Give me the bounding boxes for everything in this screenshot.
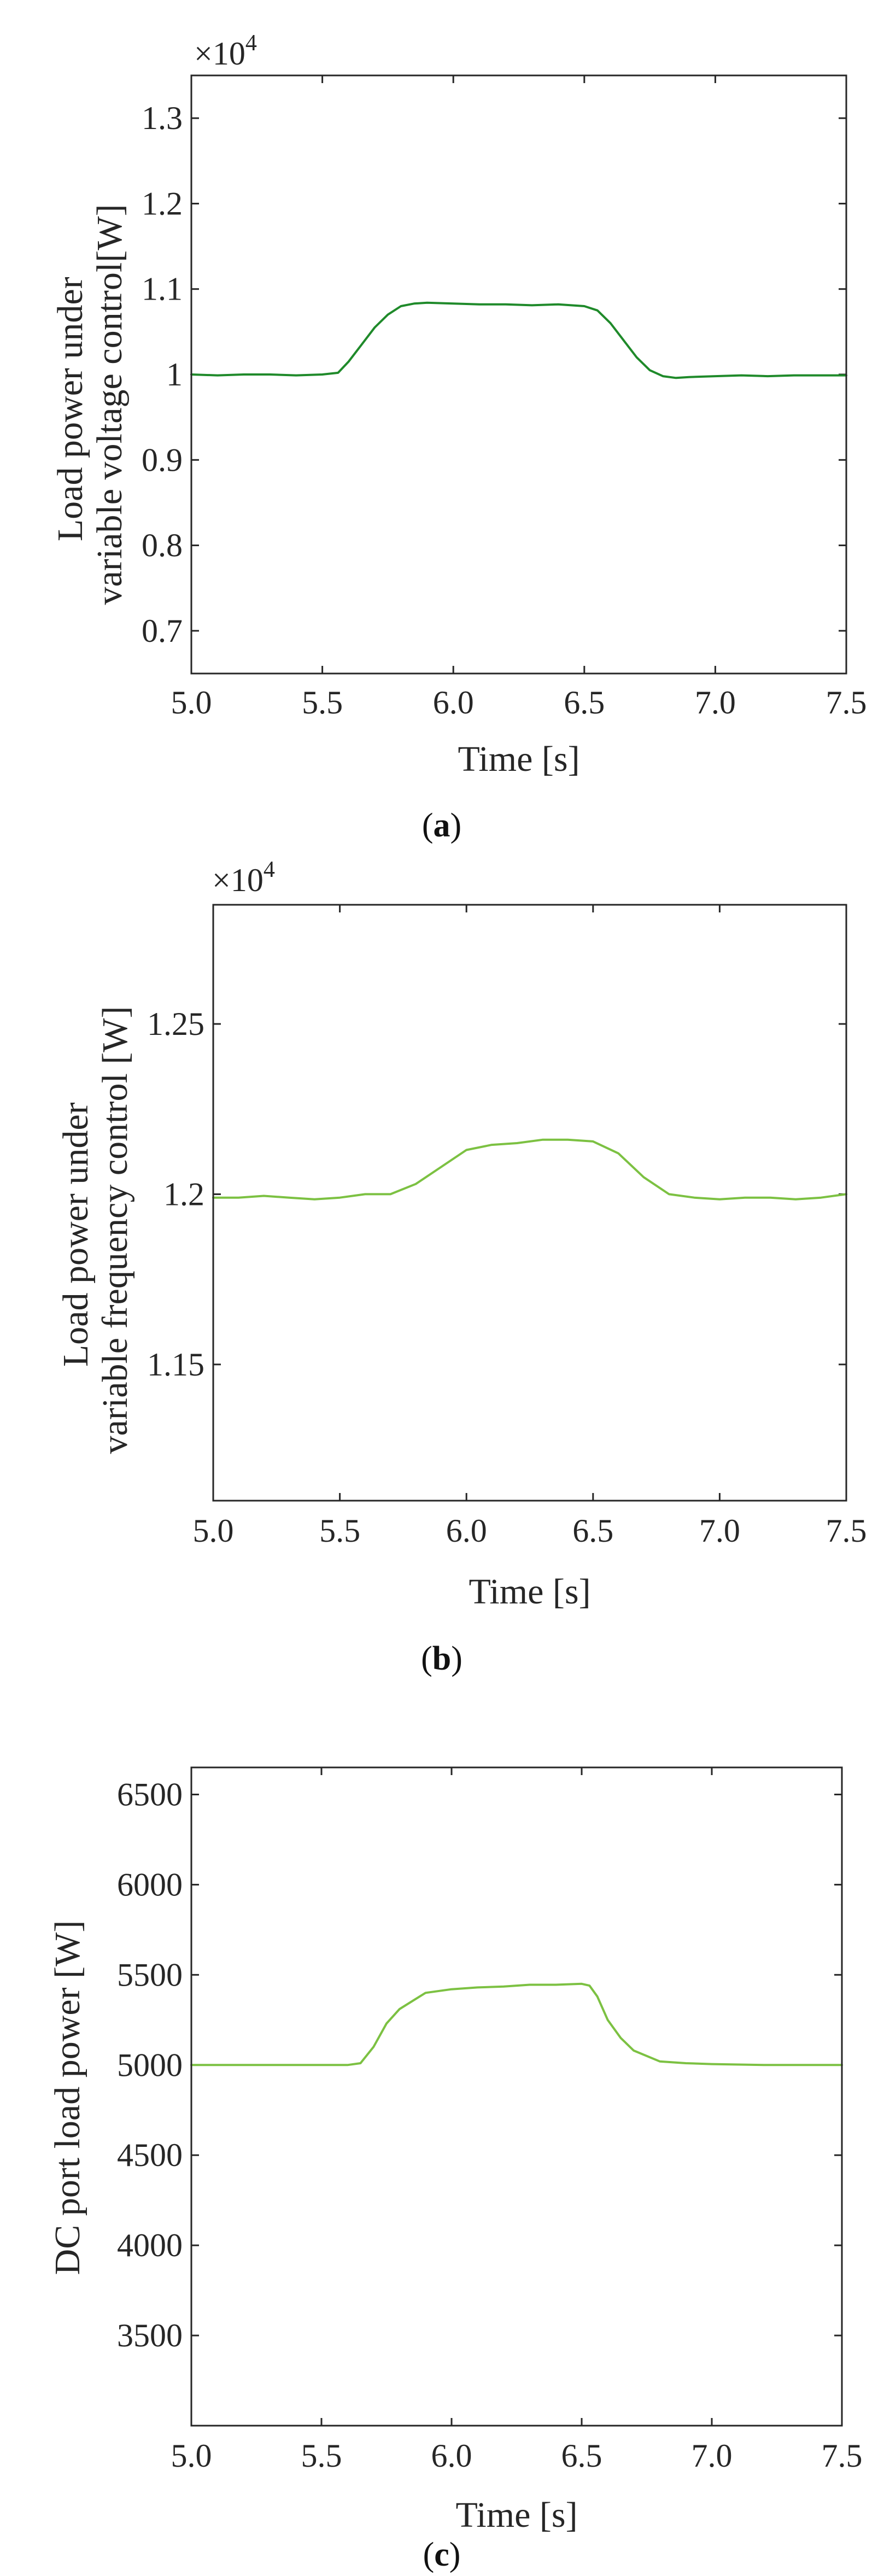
y-axis-label-line-2: variable frequency control [W] bbox=[95, 1006, 135, 1454]
panel-b: ×104 Load power under variable frequency… bbox=[56, 857, 867, 1677]
y-tick-label: 4000 bbox=[117, 2227, 183, 2263]
x-axis-label: Time [s] bbox=[469, 1572, 590, 1612]
panel-caption: (b) bbox=[421, 1640, 463, 1677]
svg-text:×104: ×104 bbox=[212, 857, 275, 898]
y-axis-label-line-1: Load power under bbox=[56, 1102, 96, 1367]
y-multiplier-exponent: 4 bbox=[264, 857, 275, 882]
y-tick-label: 0.7 bbox=[142, 613, 183, 649]
x-axis-label: Time [s] bbox=[455, 2495, 577, 2535]
plot-area-frame bbox=[212, 904, 847, 1502]
panel-a: ×104 Load power under variable voltage c… bbox=[50, 31, 867, 844]
y-tick-label: 5000 bbox=[117, 2047, 183, 2083]
y-tick-label: 4500 bbox=[117, 2137, 183, 2173]
x-tick-label: 5.0 bbox=[171, 2438, 212, 2474]
y-multiplier: ×104 bbox=[194, 31, 257, 72]
y-multiplier-text: ×10 bbox=[194, 36, 245, 72]
panel-caption: (a) bbox=[422, 807, 461, 844]
series-line bbox=[190, 301, 847, 379]
panel-caption-letter: c bbox=[434, 2536, 449, 2573]
y-multiplier-text: ×10 bbox=[212, 862, 264, 898]
x-tick-label: 6.5 bbox=[561, 2438, 602, 2474]
y-tick-label: 1.15 bbox=[147, 1346, 204, 1383]
y-tick-label: 5500 bbox=[117, 1957, 183, 1993]
plot-area-frame bbox=[190, 1766, 843, 2427]
y-tick-label: 6500 bbox=[117, 1776, 183, 1812]
x-tick-label: 5.0 bbox=[193, 1513, 234, 1549]
data-layer bbox=[212, 1138, 847, 1201]
x-tick-label: 7.5 bbox=[826, 684, 867, 721]
panel-c: DC port load power [W] 5.0 5.5 6.0 6.5 7.0 7.… bbox=[48, 1766, 863, 2573]
x-tick-label: 6.0 bbox=[433, 684, 474, 721]
y-tick-label: 6000 bbox=[117, 1866, 183, 1902]
x-tick-label: 5.5 bbox=[301, 2438, 342, 2474]
y-axis-label-line-1: Load power under bbox=[50, 277, 90, 541]
y-axis-label: Load power under variable frequency cont… bbox=[56, 1006, 135, 1454]
svg-text:×104: ×104 bbox=[194, 31, 257, 72]
y-multiplier: ×104 bbox=[212, 857, 275, 898]
tick-layer: 5.0 5.5 6.0 6.5 7.0 7.5 3500 4000 4500 5000 5500 60… bbox=[117, 1767, 863, 2474]
x-tick-label: 7.0 bbox=[695, 684, 736, 721]
x-tick-label: 6.5 bbox=[572, 1513, 613, 1549]
y-axis-label-line-1: DC port load power [W] bbox=[48, 1921, 87, 2275]
y-tick-label: 1.2 bbox=[142, 185, 183, 221]
x-axis-label: Time [s] bbox=[458, 739, 579, 779]
y-axis-label-line-2: variable voltage control[W] bbox=[90, 204, 130, 605]
y-tick-label: 1.3 bbox=[142, 100, 183, 136]
y-tick-label: 0.8 bbox=[142, 528, 183, 564]
panel-caption: (c) bbox=[423, 2536, 461, 2573]
x-tick-label: 7.5 bbox=[826, 1513, 867, 1549]
y-axis-label: DC port load power [W] bbox=[48, 1921, 87, 2275]
x-tick-label: 5.5 bbox=[319, 1513, 360, 1549]
series-line bbox=[212, 1138, 847, 1201]
data-layer bbox=[190, 301, 847, 379]
y-tick-label: 3500 bbox=[117, 2317, 183, 2353]
x-tick-label: 5.5 bbox=[302, 684, 343, 721]
plot-area-frame bbox=[190, 74, 847, 675]
x-tick-label: 6.5 bbox=[564, 684, 605, 721]
x-tick-label: 7.5 bbox=[822, 2438, 863, 2474]
x-tick-label: 5.0 bbox=[171, 684, 212, 721]
panel-caption-letter: a bbox=[434, 807, 450, 844]
y-tick-label: 1.25 bbox=[147, 1006, 204, 1042]
tick-layer: 5.0 5.5 6.0 6.5 7.0 7.5 1.15 1.2 1.25 bbox=[147, 905, 867, 1549]
data-layer bbox=[190, 1982, 843, 2066]
y-axis-label: Load power under variable voltage contro… bbox=[50, 204, 130, 605]
y-tick-label: 1 bbox=[166, 356, 183, 393]
y-tick-label: 1.1 bbox=[142, 271, 183, 307]
panel-caption-letter: b bbox=[432, 1640, 451, 1677]
x-tick-label: 6.0 bbox=[446, 1513, 487, 1549]
x-tick-label: 6.0 bbox=[431, 2438, 472, 2474]
series-line bbox=[190, 1982, 843, 2066]
y-tick-label: 0.9 bbox=[142, 442, 183, 478]
tick-layer: 5.0 5.5 6.0 6.5 7.0 7.5 0.7 0.8 0.9 1 1.1 1.2 1.3 bbox=[142, 75, 867, 721]
x-tick-label: 7.0 bbox=[699, 1513, 740, 1549]
y-tick-label: 1.2 bbox=[163, 1176, 204, 1212]
y-multiplier-exponent: 4 bbox=[245, 31, 257, 56]
x-tick-label: 7.0 bbox=[692, 2438, 733, 2474]
